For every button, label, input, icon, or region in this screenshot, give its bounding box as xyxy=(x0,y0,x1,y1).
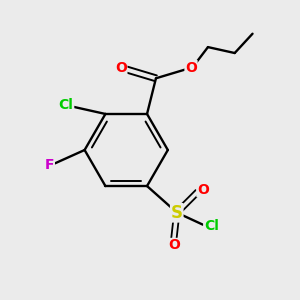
Text: Cl: Cl xyxy=(204,219,219,233)
Text: F: F xyxy=(45,158,54,172)
Text: Cl: Cl xyxy=(59,98,74,112)
Text: O: O xyxy=(168,238,180,253)
Text: O: O xyxy=(197,183,209,196)
Text: O: O xyxy=(185,61,197,75)
Text: O: O xyxy=(115,61,127,75)
Text: S: S xyxy=(171,204,183,222)
